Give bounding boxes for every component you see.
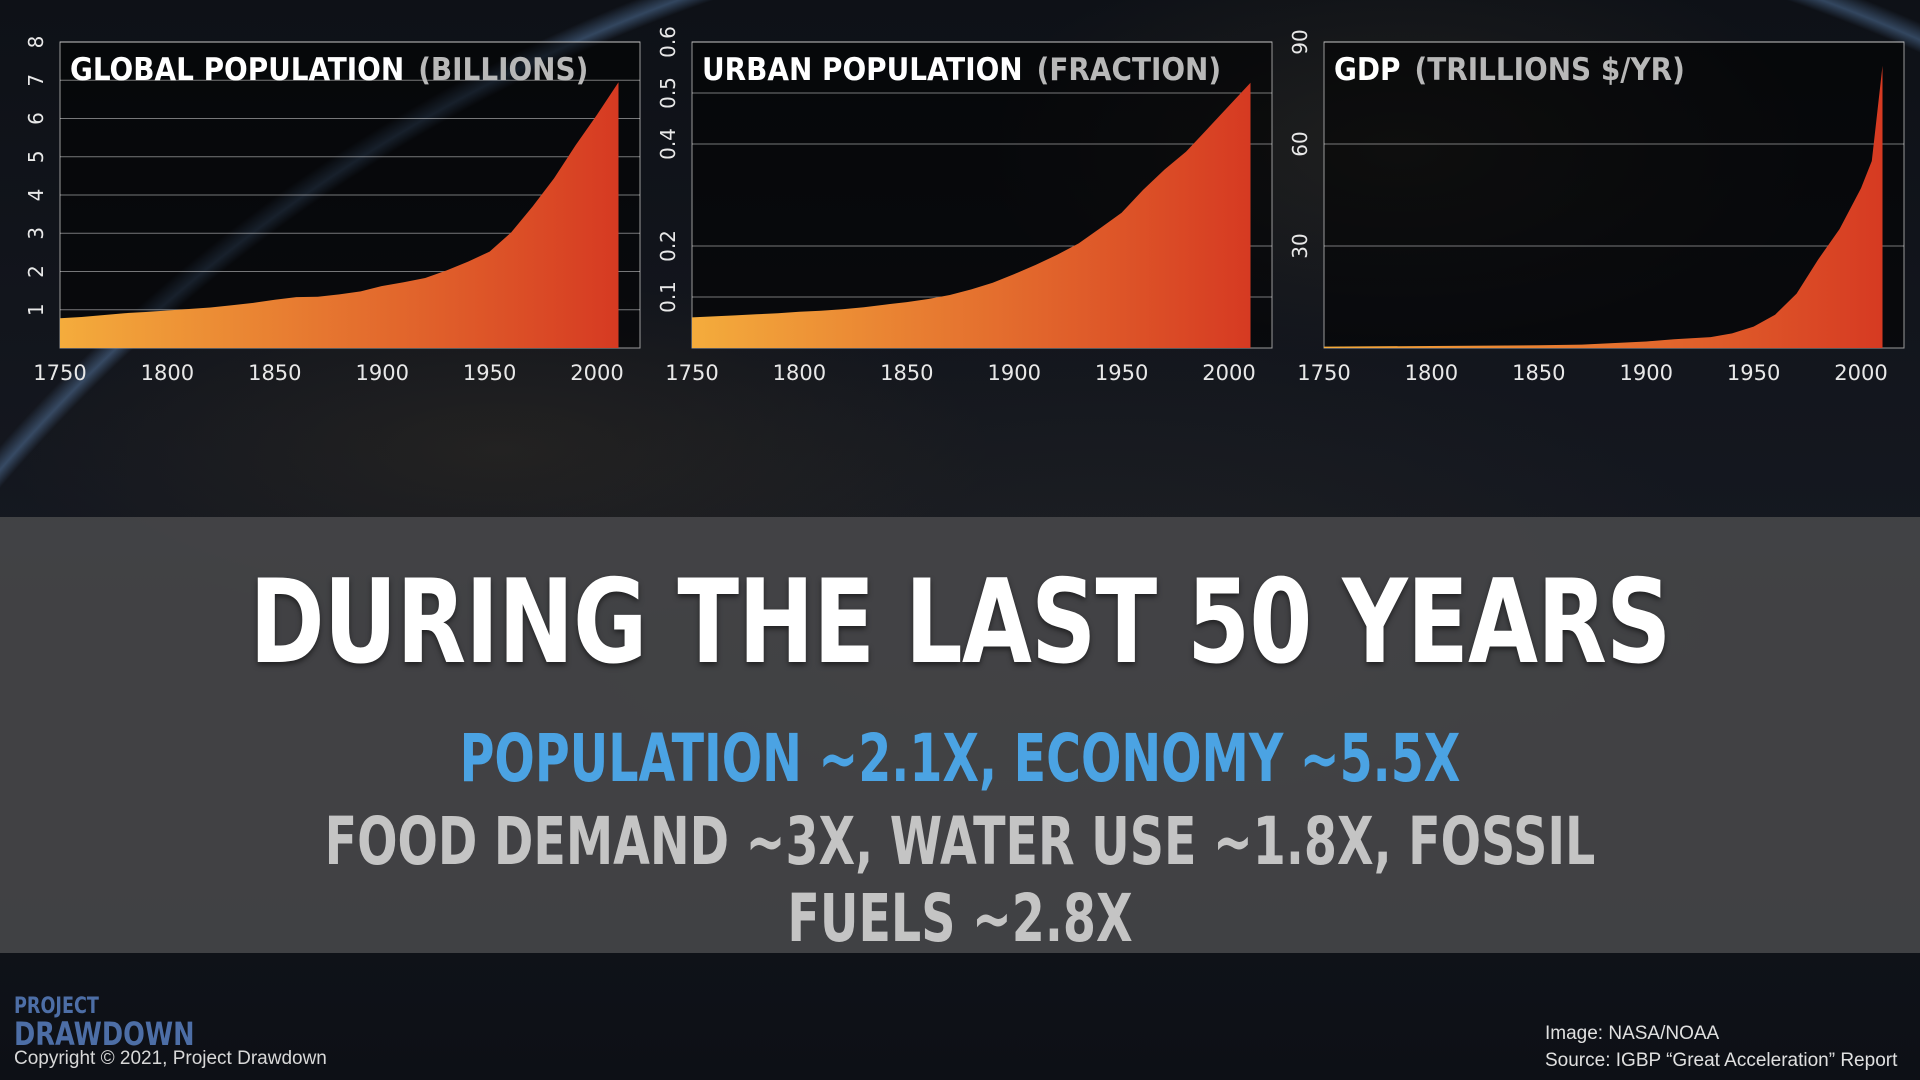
global-population-ytick: 7 <box>24 74 48 87</box>
global-population-area <box>60 82 619 348</box>
headline: DURING THE LAST 50 YEARS <box>249 555 1671 690</box>
resource-stat: FOOD DEMAND ~3X, WATER USE ~1.8X, FOSSIL… <box>324 803 1596 957</box>
urban-population-chart: 0.1 0.2 0.4 0.5 0.6 1750 1800 1850 1900 1950 2000 U… <box>656 26 1273 385</box>
gdp-title: GDP <box>1334 52 1400 88</box>
gdp-xtick: 1850 <box>1512 361 1565 385</box>
population-economy-stat: POPULATION ~2.1X, ECONOMY ~5.5X <box>459 720 1461 797</box>
global-population-xtick: 1750 <box>33 361 86 385</box>
global-population-xtick: 1800 <box>141 361 194 385</box>
global-population-ytick: 4 <box>24 189 48 202</box>
gdp-unit: (TRILLIONS $/YR) <box>1414 52 1684 88</box>
urban-population-area <box>692 82 1251 349</box>
urban-population-ytick: 0.2 <box>656 230 680 262</box>
global-population-ytick: 6 <box>24 112 48 125</box>
global-population-chart: 1 2 3 4 5 6 7 8 1750 1800 1850 1900 1950 2000 GLOBAL P… <box>24 36 641 385</box>
global-population-xtick: 1900 <box>355 361 408 385</box>
project-drawdown-logo: PROJECT DRAWDOWN <box>14 994 240 1053</box>
urban-population-xtick: 2000 <box>1202 361 1255 385</box>
global-population-ytick: 3 <box>24 227 48 240</box>
logo-top-text: PROJECT <box>14 994 99 1019</box>
global-population-xtick: 1950 <box>463 361 516 385</box>
global-population-xtick: 1850 <box>248 361 301 385</box>
global-population-ytick: 1 <box>24 303 48 316</box>
chart-canvas: 1 2 3 4 5 6 7 8 1750 1800 1850 1900 1950 2000 GLOBAL P… <box>24 26 1905 385</box>
gdp-xtick: 1800 <box>1405 361 1458 385</box>
logo-bottom-text: DRAWDOWN <box>14 1015 195 1053</box>
global-population-unit: (BILLIONS) <box>418 52 588 88</box>
gdp-ytick: 60 <box>1288 131 1312 156</box>
urban-population-unit: (FRACTION) <box>1037 52 1222 88</box>
urban-population-ytick: 0.1 <box>656 281 680 313</box>
urban-population-title: URBAN POPULATION <box>702 52 1023 88</box>
urban-population-ytick: 0.4 <box>656 128 680 160</box>
gdp-ytick: 90 <box>1288 29 1312 54</box>
global-population-ytick: 5 <box>24 150 48 163</box>
gdp-ytick: 30 <box>1288 233 1312 258</box>
gdp-xtick: 1900 <box>1619 361 1672 385</box>
urban-population-xtick: 1850 <box>880 361 933 385</box>
urban-population-xtick: 1900 <box>987 361 1040 385</box>
urban-population-xtick: 1950 <box>1095 361 1148 385</box>
urban-population-xtick: 1750 <box>665 361 718 385</box>
charts-row: 1 2 3 4 5 6 7 8 1750 1800 1850 1900 1950 2000 GLOBAL P… <box>0 0 1920 400</box>
global-population-ytick: 2 <box>24 265 48 278</box>
global-population-xtick: 2000 <box>570 361 623 385</box>
gdp-xtick: 1750 <box>1297 361 1350 385</box>
gdp-area <box>1324 65 1883 349</box>
image-credit: Image: NASA/NOAA <box>1545 1023 1720 1044</box>
urban-population-ytick: 0.5 <box>656 77 680 109</box>
global-population-ytick: 8 <box>24 36 48 49</box>
gdp-xtick: 2000 <box>1834 361 1887 385</box>
copyright: Copyright © 2021, Project Drawdown <box>14 1048 327 1069</box>
gdp-chart: 30 60 90 1750 1800 1850 1900 1950 2000 GDP (TRILLI… <box>1288 29 1905 385</box>
source-credit: Source: IGBP “Great Acceleration” Report <box>1545 1050 1898 1071</box>
gdp-xtick: 1950 <box>1727 361 1780 385</box>
urban-population-ytick: 0.6 <box>656 26 680 58</box>
urban-population-xtick: 1800 <box>773 361 826 385</box>
global-population-title: GLOBAL POPULATION <box>70 52 404 88</box>
headline-band <box>0 517 1920 953</box>
